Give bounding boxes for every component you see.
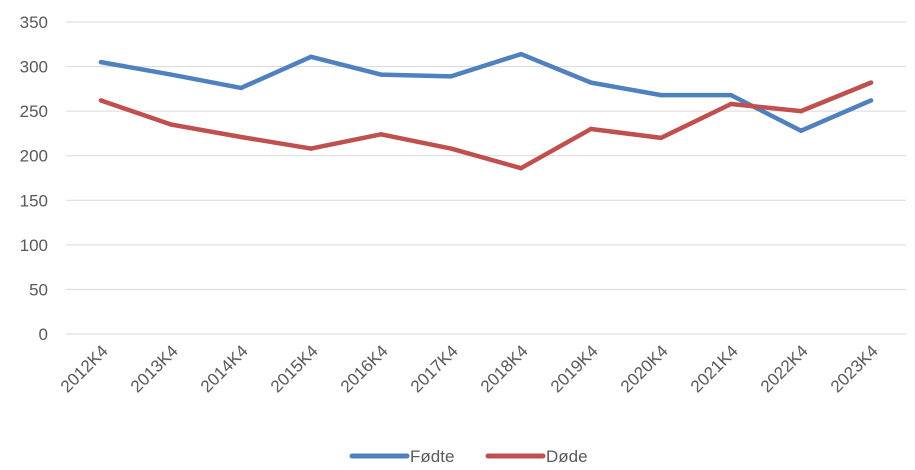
data-point (238, 134, 244, 140)
x-tick-label: 2023K4 (827, 341, 882, 396)
legend-label: Døde (546, 447, 588, 466)
y-tick-label: 300 (20, 58, 48, 77)
legend: Fødte Døde (349, 447, 588, 466)
data-point (378, 72, 384, 77)
x-axis-ticks: 2012K4 2013K4 2014K4 2015K4 2016K4 2017K4 2018… (57, 341, 882, 396)
data-point (308, 146, 314, 151)
series-fodte (98, 51, 874, 133)
x-tick-label: 2020K4 (617, 341, 672, 396)
x-tick-label: 2021K4 (687, 341, 742, 396)
gridlines (66, 21, 906, 335)
x-tick-label: 2022K4 (757, 341, 812, 396)
data-point (168, 122, 174, 127)
series-dode (98, 80, 874, 171)
data-point (728, 101, 734, 107)
data-point (588, 126, 594, 132)
x-tick-label: 2018K4 (477, 341, 532, 396)
y-tick-label: 100 (20, 236, 48, 255)
y-tick-label: 250 (20, 102, 48, 121)
x-tick-label: 2016K4 (337, 341, 392, 396)
data-point (238, 85, 244, 91)
data-point (728, 92, 734, 98)
data-point (798, 128, 804, 133)
x-tick-label: 2012K4 (57, 341, 112, 396)
data-point (868, 98, 874, 103)
data-point (518, 165, 524, 171)
data-point (518, 51, 524, 57)
data-point (588, 80, 594, 85)
x-tick-label: 2015K4 (267, 341, 322, 396)
x-tick-label: 2017K4 (407, 341, 462, 396)
y-tick-label: 0 (39, 325, 48, 344)
series-line (98, 51, 874, 133)
legend-label: Fødte (410, 447, 454, 466)
data-point (98, 98, 104, 103)
data-point (308, 54, 314, 59)
series-lines (98, 51, 874, 171)
legend-item: Fødte (349, 447, 454, 466)
data-point (98, 59, 104, 65)
y-tick-label: 200 (20, 147, 48, 166)
y-tick-label: 50 (29, 280, 48, 299)
data-point (448, 146, 454, 151)
data-point (658, 135, 664, 141)
x-tick-label: 2019K4 (547, 341, 602, 396)
data-point (168, 72, 174, 77)
data-point (798, 108, 804, 114)
x-tick-label: 2013K4 (127, 341, 182, 396)
data-point (378, 132, 384, 137)
x-tick-label: 2014K4 (197, 341, 252, 396)
data-point (658, 92, 664, 98)
data-point (448, 74, 454, 79)
data-point (868, 80, 874, 85)
y-axis-ticks: 0 50 100 150 200 250 300 350 (20, 13, 48, 344)
legend-item: Døde (485, 447, 588, 466)
y-tick-label: 150 (20, 191, 48, 210)
series-line (98, 80, 874, 171)
y-tick-label: 350 (20, 13, 48, 32)
